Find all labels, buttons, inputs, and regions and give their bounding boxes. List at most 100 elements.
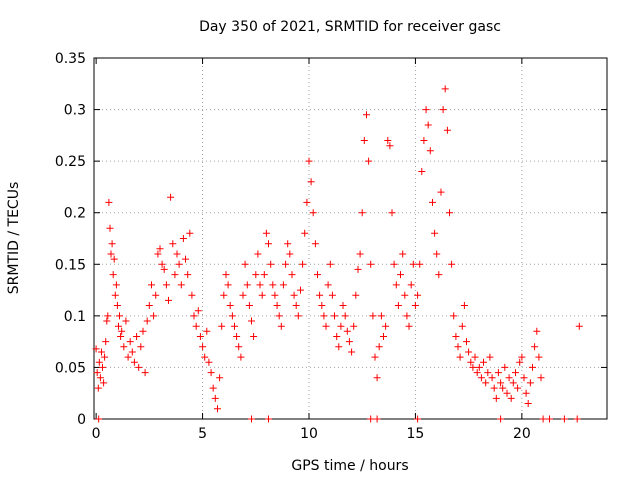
data-point bbox=[186, 229, 194, 237]
data-point bbox=[516, 358, 524, 366]
data-point bbox=[348, 348, 356, 356]
data-point bbox=[288, 271, 296, 279]
chart-title: Day 350 of 2021, SRMTID for receiver gas… bbox=[199, 19, 501, 35]
data-point bbox=[269, 281, 277, 289]
data-point bbox=[335, 343, 343, 351]
data-point bbox=[156, 245, 164, 253]
data-point bbox=[260, 271, 268, 279]
data-point bbox=[248, 317, 255, 325]
data-point bbox=[152, 291, 160, 299]
data-point bbox=[305, 157, 313, 165]
data-point bbox=[492, 394, 500, 402]
data-point bbox=[467, 358, 475, 366]
data-point bbox=[184, 271, 192, 279]
data-point bbox=[420, 137, 428, 144]
data-point bbox=[128, 348, 136, 356]
data-point bbox=[93, 369, 101, 377]
y-tick-label: 0.05 bbox=[55, 360, 86, 376]
data-point bbox=[345, 338, 353, 346]
data-point bbox=[371, 353, 379, 361]
data-point bbox=[401, 291, 409, 299]
data-point bbox=[463, 338, 470, 346]
data-point bbox=[194, 307, 202, 315]
data-point bbox=[284, 240, 292, 248]
data-point bbox=[216, 374, 224, 382]
x-tick-label: 10 bbox=[300, 426, 318, 442]
data-point bbox=[473, 369, 481, 377]
data-point bbox=[109, 271, 117, 279]
data-point bbox=[352, 291, 360, 299]
data-point bbox=[177, 281, 185, 289]
data-point bbox=[509, 379, 517, 387]
data-point bbox=[228, 312, 236, 320]
data-points bbox=[92, 85, 583, 423]
data-point bbox=[275, 312, 283, 320]
data-point bbox=[148, 281, 155, 289]
data-point bbox=[426, 147, 434, 155]
data-point bbox=[469, 363, 477, 371]
data-point bbox=[262, 229, 270, 237]
data-point bbox=[108, 240, 116, 248]
x-tick-label: 0 bbox=[92, 426, 101, 442]
data-point bbox=[514, 384, 522, 392]
data-point bbox=[299, 260, 307, 268]
data-point bbox=[488, 374, 496, 382]
data-point bbox=[301, 229, 309, 237]
data-point bbox=[207, 369, 215, 377]
data-point bbox=[292, 302, 300, 309]
data-point bbox=[279, 281, 287, 289]
data-point bbox=[435, 271, 443, 279]
data-point bbox=[392, 281, 400, 289]
data-point bbox=[256, 281, 264, 289]
data-point bbox=[520, 374, 528, 382]
data-point bbox=[452, 333, 460, 340]
data-point bbox=[267, 260, 275, 268]
x-ticks: 0 5 10 15 20 bbox=[92, 58, 531, 442]
data-point bbox=[343, 327, 351, 335]
data-point bbox=[303, 198, 311, 206]
data-point bbox=[382, 322, 390, 330]
data-point bbox=[101, 353, 109, 361]
data-point bbox=[201, 353, 209, 361]
data-point bbox=[369, 312, 377, 320]
data-point bbox=[418, 168, 426, 175]
data-point bbox=[254, 250, 262, 258]
data-point bbox=[486, 353, 494, 361]
data-point bbox=[433, 250, 441, 258]
data-point bbox=[154, 250, 162, 258]
data-point bbox=[139, 327, 147, 335]
data-point bbox=[297, 286, 304, 294]
y-tick-label: 0.1 bbox=[64, 309, 86, 325]
y-tick-label: 0.25 bbox=[55, 154, 86, 170]
data-point bbox=[531, 343, 539, 351]
data-point bbox=[503, 389, 511, 397]
data-point bbox=[105, 198, 113, 206]
y-tick-label: 0 bbox=[77, 412, 86, 428]
data-point bbox=[103, 317, 111, 325]
data-point bbox=[237, 353, 245, 361]
data-point bbox=[475, 363, 483, 371]
data-point bbox=[535, 353, 543, 361]
data-point bbox=[116, 312, 123, 320]
data-point bbox=[367, 415, 375, 423]
data-point bbox=[490, 384, 498, 392]
data-point bbox=[117, 333, 125, 340]
data-point bbox=[106, 224, 114, 232]
data-point bbox=[380, 333, 387, 340]
data-point bbox=[390, 260, 398, 268]
data-point bbox=[429, 198, 436, 206]
x-tick-label: 15 bbox=[407, 426, 425, 442]
data-point bbox=[416, 260, 424, 268]
y-axis-label: SRMTID / TECUs bbox=[6, 182, 22, 295]
data-point bbox=[533, 327, 541, 335]
data-point bbox=[104, 312, 112, 320]
data-point bbox=[465, 348, 473, 356]
data-point bbox=[350, 322, 358, 330]
data-point bbox=[199, 343, 207, 351]
data-point bbox=[96, 374, 104, 382]
data-point bbox=[522, 389, 530, 397]
data-point bbox=[497, 379, 505, 387]
plot-frame bbox=[93, 57, 608, 420]
data-point bbox=[529, 363, 536, 371]
data-point bbox=[399, 250, 407, 258]
